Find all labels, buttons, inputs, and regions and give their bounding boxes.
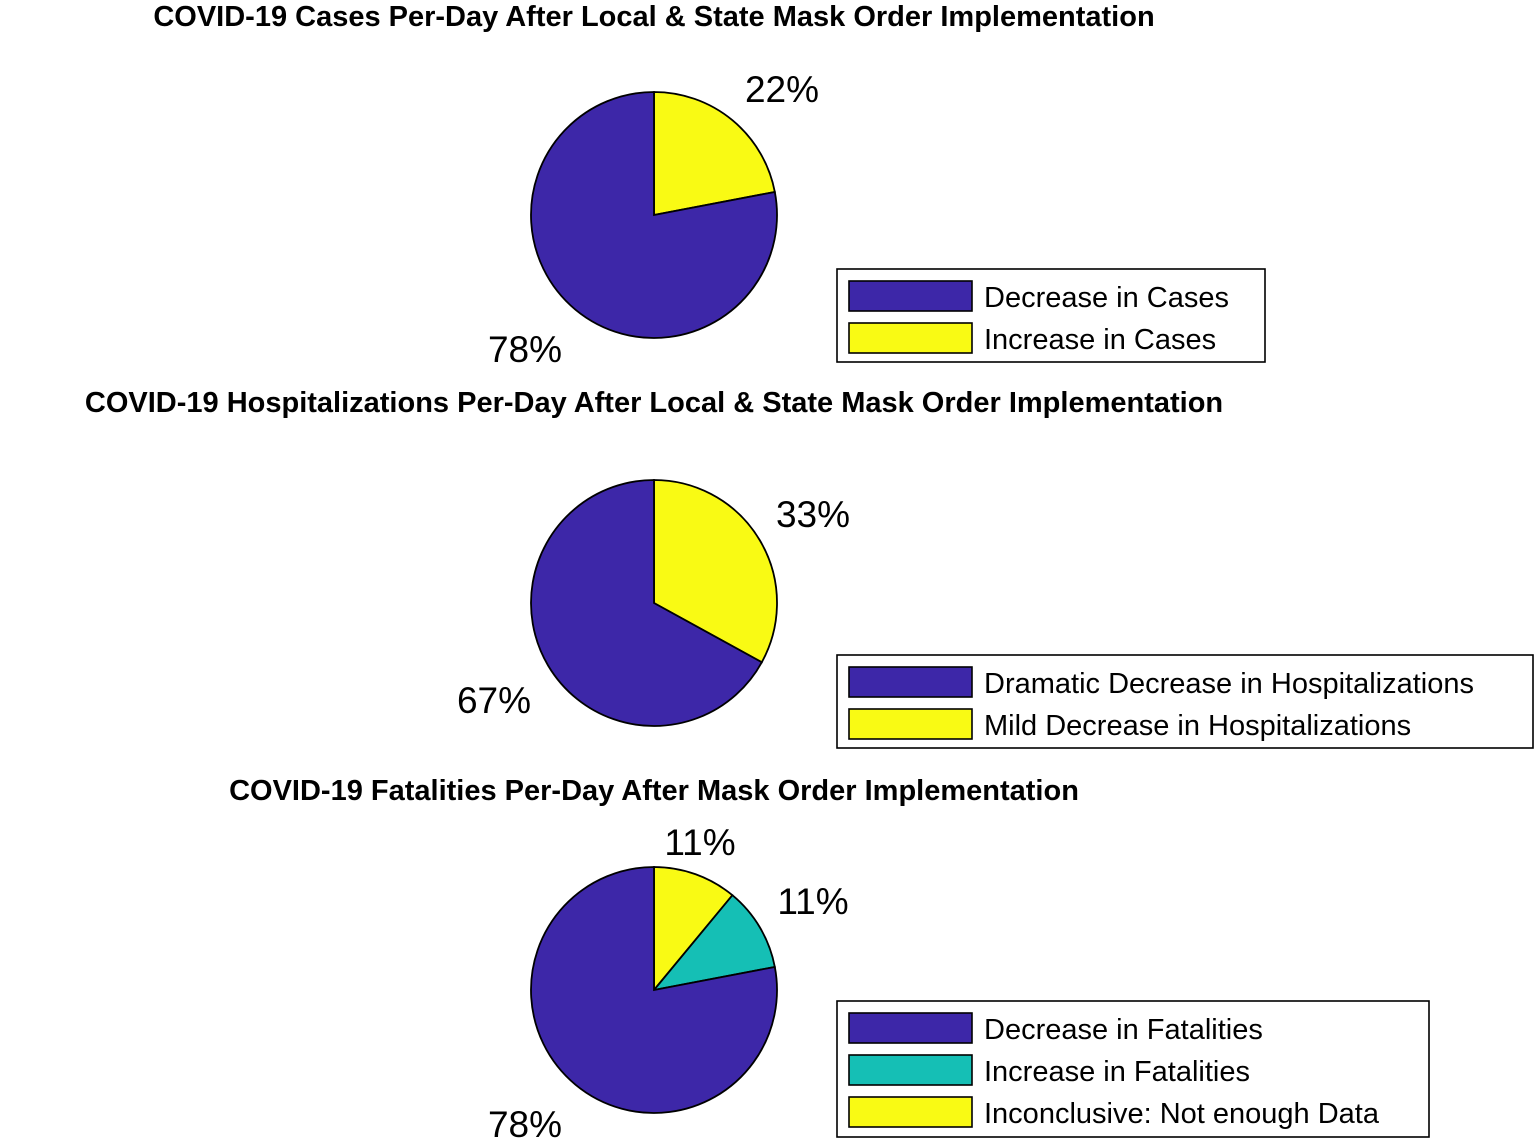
percent-label: 22%: [745, 69, 819, 110]
pie-chart-1: COVID-19 Cases Per-Day After Local & Sta…: [153, 1, 1266, 370]
legend-swatch: [848, 1054, 973, 1086]
percent-label: 11%: [664, 822, 735, 863]
legend-label: Mild Decrease in Hospitalizations: [984, 710, 1411, 742]
pie-slice-1: [530, 479, 764, 727]
legend-label: Decrease in Fatalities: [984, 1014, 1263, 1046]
legend-swatch: [848, 1096, 973, 1128]
legend: Dramatic Decrease in Hospitalizations Mil…: [836, 654, 1534, 749]
pie-slice-1: [530, 91, 778, 339]
percent-label: 67%: [457, 680, 531, 721]
chart-title: COVID-19 Hospitalizations Per-Day After …: [85, 387, 1223, 419]
legend-label: Increase in Fatalities: [984, 1056, 1250, 1088]
legend-label: Inconclusive: Not enough Data: [984, 1098, 1380, 1130]
percent-label: 33%: [776, 494, 850, 535]
percent-label: 78%: [488, 329, 562, 370]
chart-title: COVID-19 Fatalities Per-Day After Mask O…: [229, 775, 1079, 807]
legend-swatch: [848, 666, 973, 698]
pie-slice-2: [653, 91, 776, 217]
percent-label: 78%: [488, 1104, 562, 1142]
pie-slice-1: [530, 866, 778, 1114]
pie-slice-3: [653, 866, 734, 993]
legend-label: Decrease in Cases: [984, 282, 1229, 314]
pie-chart-2: COVID-19 Hospitalizations Per-Day After …: [85, 387, 1534, 749]
chart-title: COVID-19 Cases Per-Day After Local & Sta…: [153, 1, 1154, 33]
percent-label: 11%: [777, 881, 848, 922]
legend-swatch: [848, 1012, 973, 1044]
legend: Decrease in Fatalities Increase in Fatali…: [836, 1000, 1430, 1138]
legend-swatch: [848, 280, 973, 312]
pie-chart-3: COVID-19 Fatalities Per-Day After Mask O…: [229, 775, 1430, 1142]
pie-slice-2: [651, 893, 776, 992]
legend-label: Dramatic Decrease in Hospitalizations: [984, 668, 1474, 700]
legend: Decrease in Cases Increase in Cases: [836, 268, 1266, 363]
legend-swatch: [848, 708, 973, 740]
pie-slice-2: [653, 479, 778, 664]
legend-label: Increase in Cases: [984, 324, 1216, 356]
legend-swatch: [848, 322, 973, 354]
